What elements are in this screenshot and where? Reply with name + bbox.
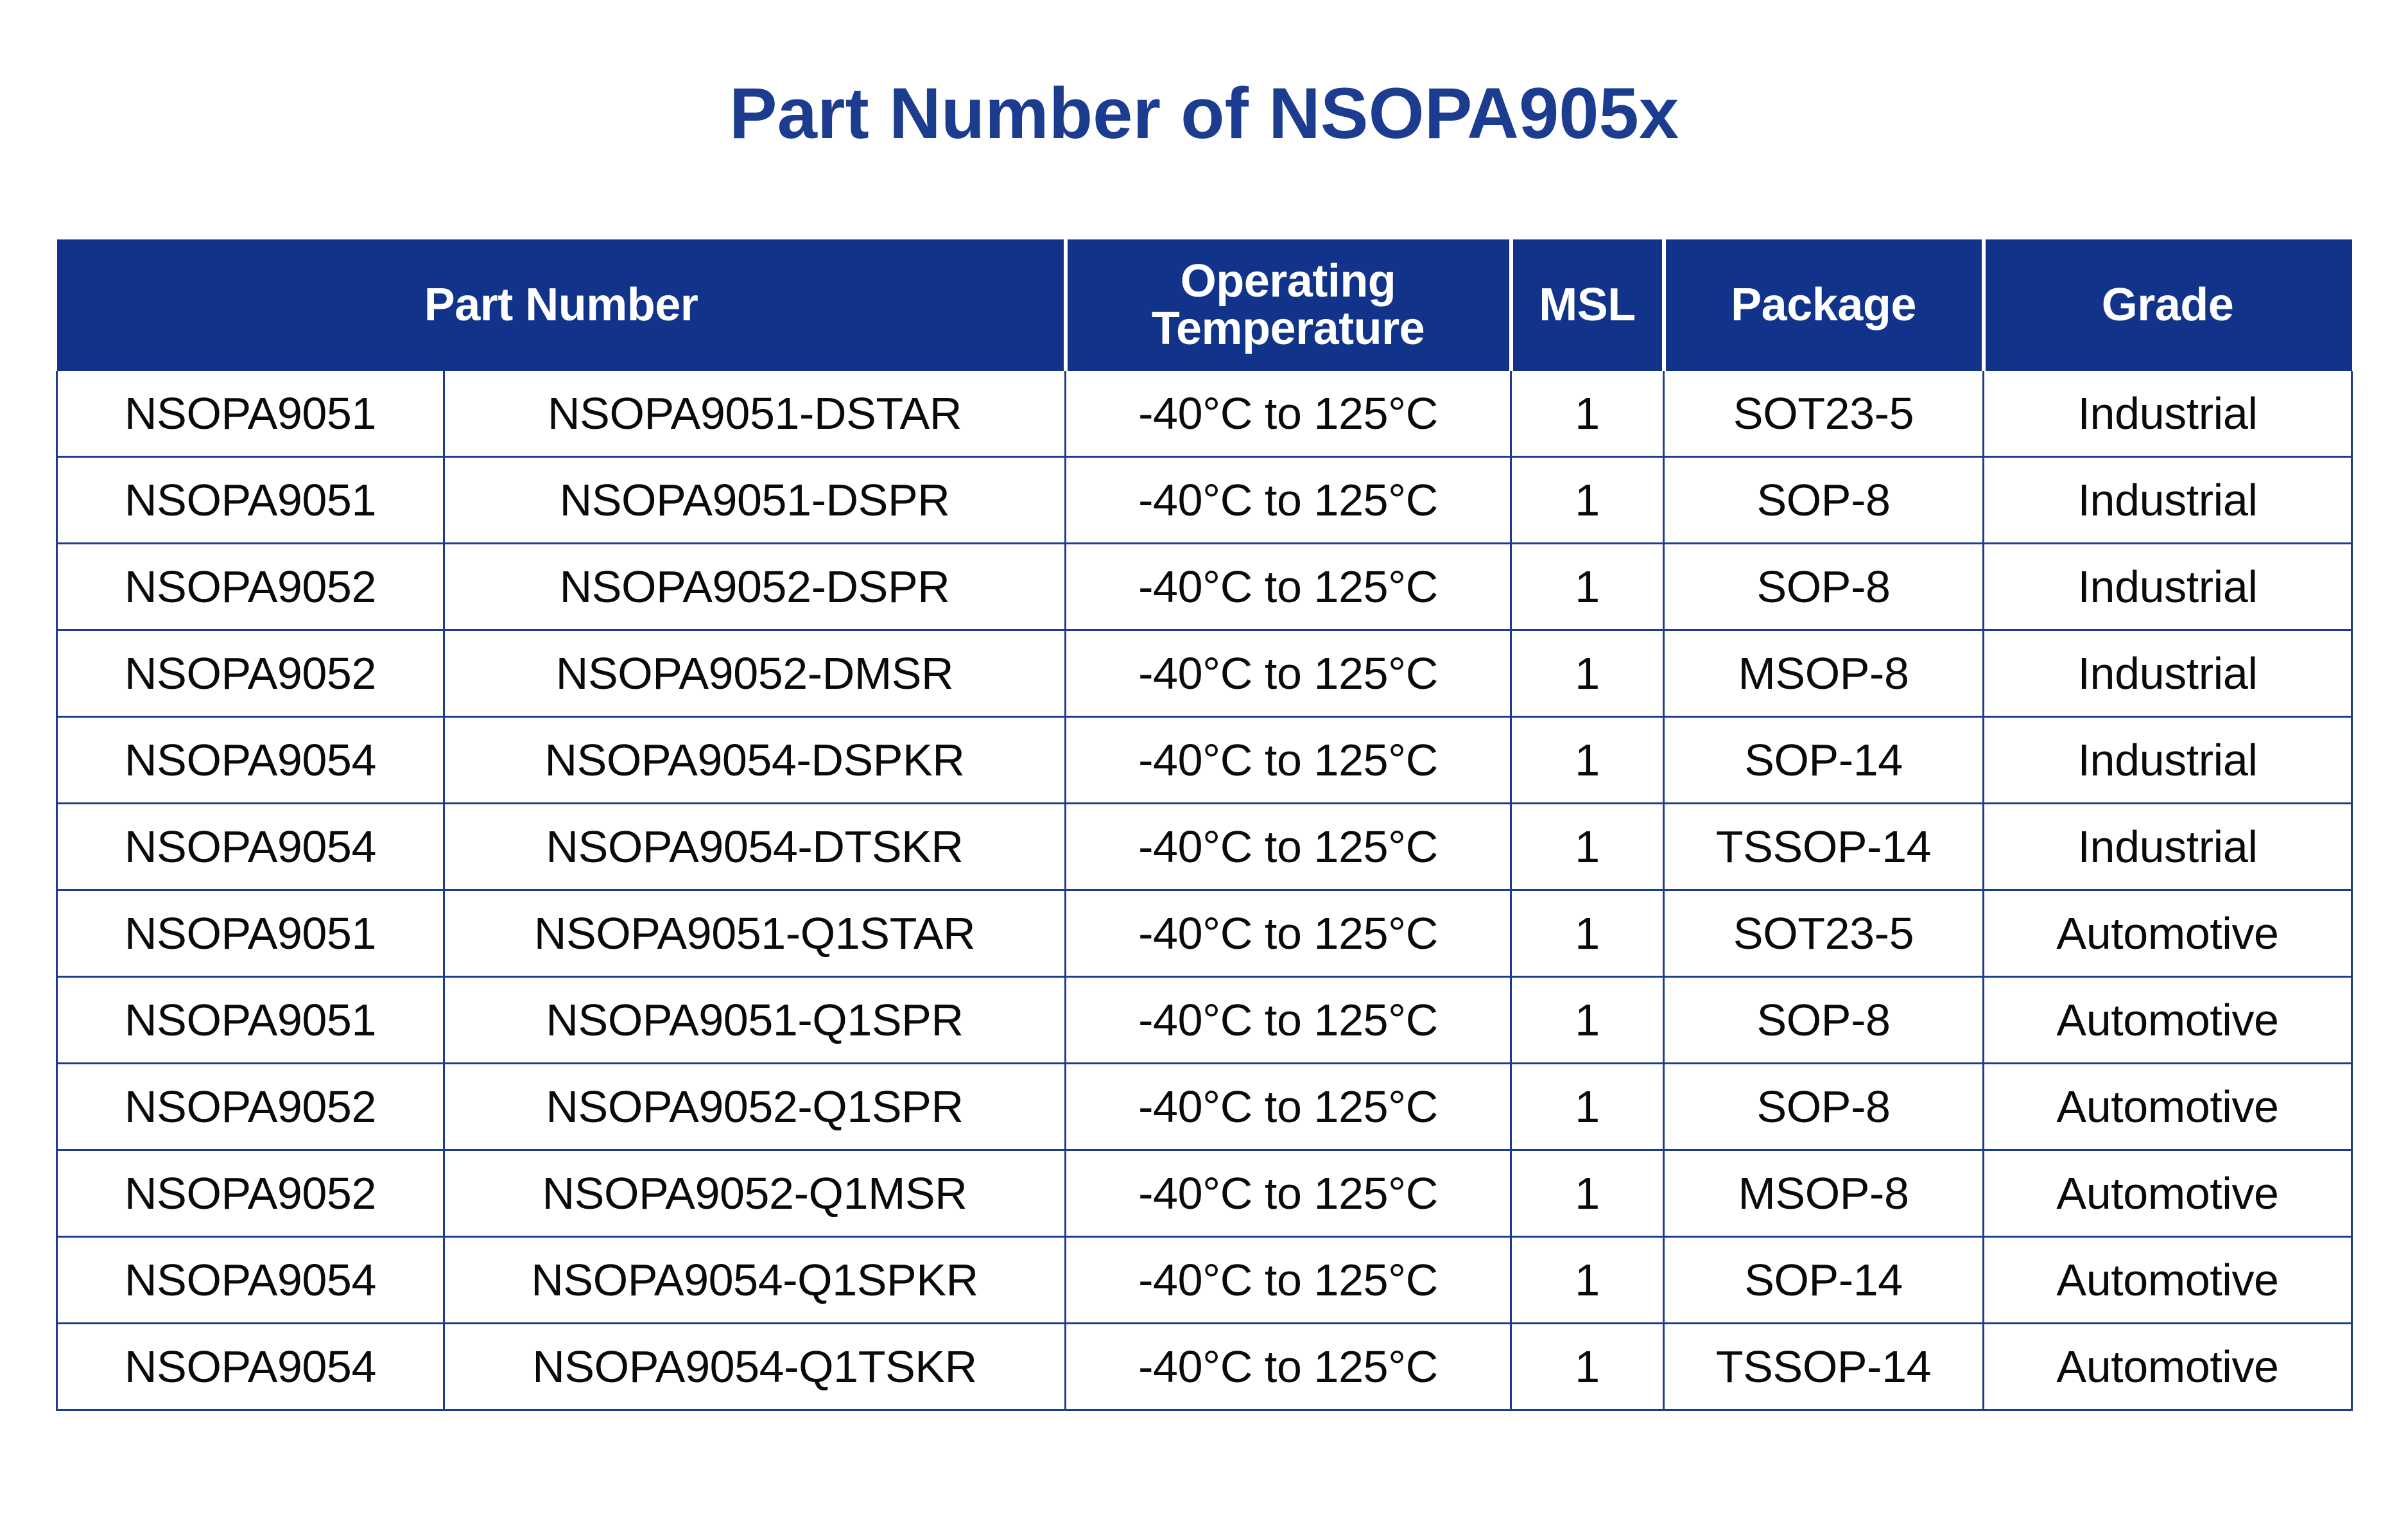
cell-package: SOP-8 xyxy=(1663,542,1985,631)
cell-grade: Industrial xyxy=(1982,456,2353,544)
table-body: NSOPA9051 NSOPA9051-DSTAR -40°C to 125°C 1 S… xyxy=(56,371,2353,1411)
cell-grade: Industrial xyxy=(1982,802,2353,891)
cell-base-part-number: NSOPA9054 xyxy=(56,802,445,891)
cell-grade: Industrial xyxy=(1982,542,2353,631)
cell-package: SOP-14 xyxy=(1663,1236,1985,1324)
cell-grade: Automotive xyxy=(1982,1062,2353,1151)
cell-msl: 1 xyxy=(1510,1149,1665,1238)
cell-grade: Industrial xyxy=(1982,371,2353,458)
cell-package: TSSOP-14 xyxy=(1663,1322,1985,1411)
cell-operating-temperature: -40°C to 125°C xyxy=(1064,976,1512,1064)
table-row: NSOPA9054 NSOPA9054-DSPKR -40°C to 125°C 1 S… xyxy=(56,716,2353,804)
cell-base-part-number: NSOPA9052 xyxy=(56,1062,445,1151)
cell-grade: Automotive xyxy=(1982,976,2353,1064)
cell-orderable-part-number: NSOPA9054-Q1SPKR xyxy=(442,1236,1067,1324)
cell-operating-temperature: -40°C to 125°C xyxy=(1064,716,1512,804)
cell-operating-temperature: -40°C to 125°C xyxy=(1064,889,1512,978)
cell-msl: 1 xyxy=(1510,976,1665,1064)
cell-operating-temperature: -40°C to 125°C xyxy=(1064,1322,1512,1411)
cell-orderable-part-number: NSOPA9052-DSPR xyxy=(442,542,1067,631)
cell-base-part-number: NSOPA9054 xyxy=(56,1236,445,1324)
table-row: NSOPA9052 NSOPA9052-DSPR -40°C to 125°C 1 SO… xyxy=(56,542,2353,631)
cell-grade: Industrial xyxy=(1982,716,2353,804)
cell-msl: 1 xyxy=(1510,1062,1665,1151)
table-row: NSOPA9054 NSOPA9054-Q1SPKR -40°C to 125°C 1… xyxy=(56,1236,2353,1324)
cell-operating-temperature: -40°C to 125°C xyxy=(1064,629,1512,718)
cell-base-part-number: NSOPA9052 xyxy=(56,1149,445,1238)
cell-orderable-part-number: NSOPA9051-DSTAR xyxy=(442,371,1067,458)
cell-msl: 1 xyxy=(1510,889,1665,978)
cell-orderable-part-number: NSOPA9054-Q1TSKR xyxy=(442,1322,1067,1411)
cell-orderable-part-number: NSOPA9051-DSPR xyxy=(442,456,1067,544)
cell-package: SOP-14 xyxy=(1663,716,1985,804)
cell-operating-temperature: -40°C to 125°C xyxy=(1064,1236,1512,1324)
column-header-msl: MSL xyxy=(1511,239,1664,371)
table-row: NSOPA9051 NSOPA9051-Q1SPR -40°C to 125°C 1 S… xyxy=(56,976,2353,1064)
table-row: NSOPA9054 NSOPA9054-Q1TSKR -40°C to 125°C 1… xyxy=(56,1322,2353,1411)
cell-msl: 1 xyxy=(1510,1236,1665,1324)
table-row: NSOPA9054 NSOPA9054-DTSKR -40°C to 125°C 1 T… xyxy=(56,802,2353,891)
cell-package: MSOP-8 xyxy=(1663,629,1985,718)
cell-msl: 1 xyxy=(1510,456,1665,544)
table-row: NSOPA9052 NSOPA9052-DMSR -40°C to 125°C 1 MS… xyxy=(56,629,2353,718)
cell-orderable-part-number: NSOPA9052-Q1SPR xyxy=(442,1062,1067,1151)
cell-package: SOP-8 xyxy=(1663,1062,1985,1151)
column-header-operating-temperature: Operating Temperature xyxy=(1065,239,1511,371)
cell-orderable-part-number: NSOPA9051-Q1SPR xyxy=(442,976,1067,1064)
cell-package: SOP-8 xyxy=(1663,456,1985,544)
column-header-part-number: Part Number xyxy=(56,239,1066,371)
cell-package: SOP-8 xyxy=(1663,976,1985,1064)
cell-package: MSOP-8 xyxy=(1663,1149,1985,1238)
cell-package: SOT23-5 xyxy=(1663,371,1985,458)
cell-base-part-number: NSOPA9051 xyxy=(56,889,445,978)
cell-msl: 1 xyxy=(1510,542,1665,631)
cell-base-part-number: NSOPA9051 xyxy=(56,456,445,544)
table-header: Part Number Operating Temperature MSL Pa… xyxy=(56,239,2352,371)
part-number-table: Part Number Operating Temperature MSL Pa… xyxy=(56,239,2353,1411)
cell-grade: Automotive xyxy=(1982,889,2353,978)
table-row: NSOPA9051 NSOPA9051-DSTAR -40°C to 125°C 1 S… xyxy=(56,371,2353,458)
cell-base-part-number: NSOPA9054 xyxy=(56,716,445,804)
cell-msl: 1 xyxy=(1510,1322,1665,1411)
table-header-row: Part Number Operating Temperature MSL Pa… xyxy=(56,239,2352,371)
cell-grade: Industrial xyxy=(1982,629,2353,718)
cell-msl: 1 xyxy=(1510,802,1665,891)
cell-grade: Automotive xyxy=(1982,1322,2353,1411)
cell-base-part-number: NSOPA9051 xyxy=(56,976,445,1064)
cell-base-part-number: NSOPA9054 xyxy=(56,1322,445,1411)
column-header-grade: Grade xyxy=(1983,239,2352,371)
column-header-package: Package xyxy=(1663,239,1984,371)
cell-orderable-part-number: NSOPA9052-Q1MSR xyxy=(442,1149,1067,1238)
cell-msl: 1 xyxy=(1510,629,1665,718)
cell-operating-temperature: -40°C to 125°C xyxy=(1064,371,1512,458)
cell-base-part-number: NSOPA9052 xyxy=(56,542,445,631)
table-row: NSOPA9052 NSOPA9052-Q1SPR -40°C to 125°C 1 S… xyxy=(56,1062,2353,1151)
table-row: NSOPA9051 NSOPA9051-Q1STAR -40°C to 125°C 1… xyxy=(56,889,2353,978)
cell-orderable-part-number: NSOPA9054-DSPKR xyxy=(442,716,1067,804)
cell-operating-temperature: -40°C to 125°C xyxy=(1064,542,1512,631)
table-row: NSOPA9052 NSOPA9052-Q1MSR -40°C to 125°C 1 M… xyxy=(56,1149,2353,1238)
cell-orderable-part-number: NSOPA9051-Q1STAR xyxy=(442,889,1067,978)
cell-msl: 1 xyxy=(1510,716,1665,804)
cell-msl: 1 xyxy=(1510,371,1665,458)
cell-grade: Automotive xyxy=(1982,1236,2353,1324)
cell-operating-temperature: -40°C to 125°C xyxy=(1064,456,1512,544)
cell-grade: Automotive xyxy=(1982,1149,2353,1238)
cell-package: TSSOP-14 xyxy=(1663,802,1985,891)
cell-package: SOT23-5 xyxy=(1663,889,1985,978)
cell-operating-temperature: -40°C to 125°C xyxy=(1064,1062,1512,1151)
part-number-table-container: Part Number Operating Temperature MSL Pa… xyxy=(56,239,2353,1411)
cell-operating-temperature: -40°C to 125°C xyxy=(1064,802,1512,891)
table-row: NSOPA9051 NSOPA9051-DSPR -40°C to 125°C 1 SO… xyxy=(56,456,2353,544)
cell-operating-temperature: -40°C to 125°C xyxy=(1064,1149,1512,1238)
cell-base-part-number: NSOPA9052 xyxy=(56,629,445,718)
cell-base-part-number: NSOPA9051 xyxy=(56,371,445,458)
cell-orderable-part-number: NSOPA9052-DMSR xyxy=(442,629,1067,718)
page-title: Part Number of NSOPA905x xyxy=(729,73,1679,153)
cell-orderable-part-number: NSOPA9054-DTSKR xyxy=(442,802,1067,891)
